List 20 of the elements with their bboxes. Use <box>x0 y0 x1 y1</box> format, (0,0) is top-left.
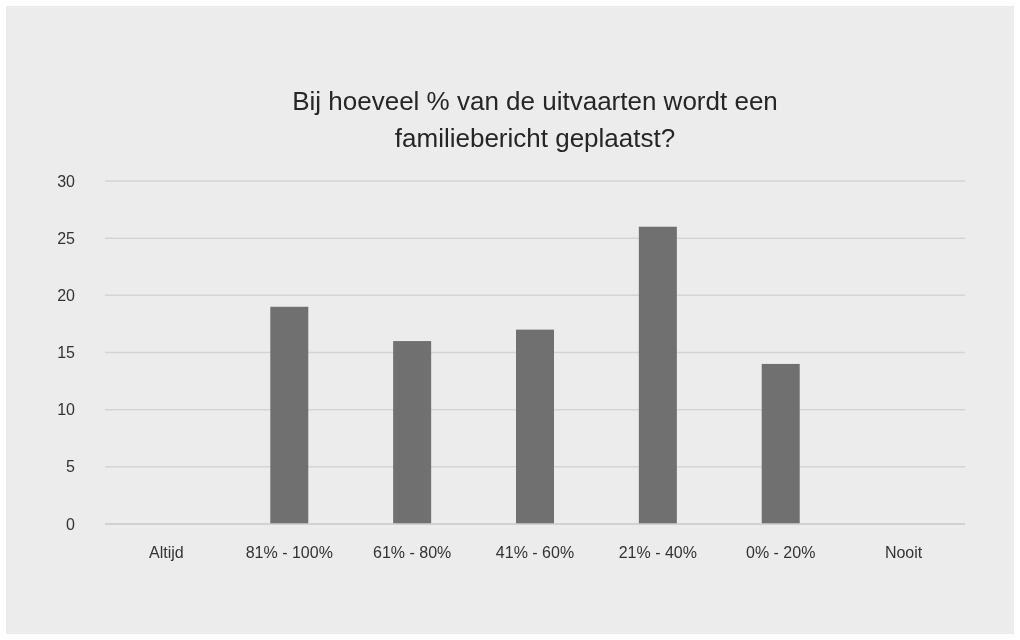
y-tick-label: 25 <box>57 229 76 247</box>
bar <box>516 329 554 524</box>
x-tick-label: 61% - 80% <box>373 544 452 561</box>
bar <box>638 226 677 524</box>
y-tick-label: 15 <box>57 344 76 362</box>
y-tick-label: 30 <box>57 172 76 190</box>
y-tick-label: 20 <box>57 286 76 304</box>
y-tick-label: 5 <box>66 458 76 476</box>
x-tick-label: 41% - 60% <box>495 544 575 561</box>
x-tick-label: Nooit <box>884 544 923 561</box>
y-tick-label: 0 <box>66 515 76 533</box>
y-tick-label: 10 <box>57 401 76 419</box>
chart-title: Bij hoeveel % van de uitvaarten wordt een familiebericht geplaatst? <box>292 86 778 153</box>
bar <box>393 341 432 524</box>
x-tick-label: 0% - 20% <box>746 544 816 561</box>
x-tick-label: 21% - 40% <box>618 544 697 561</box>
x-tick-label: 81% - 100% <box>245 544 333 561</box>
x-tick-label: Altijd <box>149 544 184 561</box>
bar <box>270 306 309 524</box>
bar <box>761 363 800 524</box>
